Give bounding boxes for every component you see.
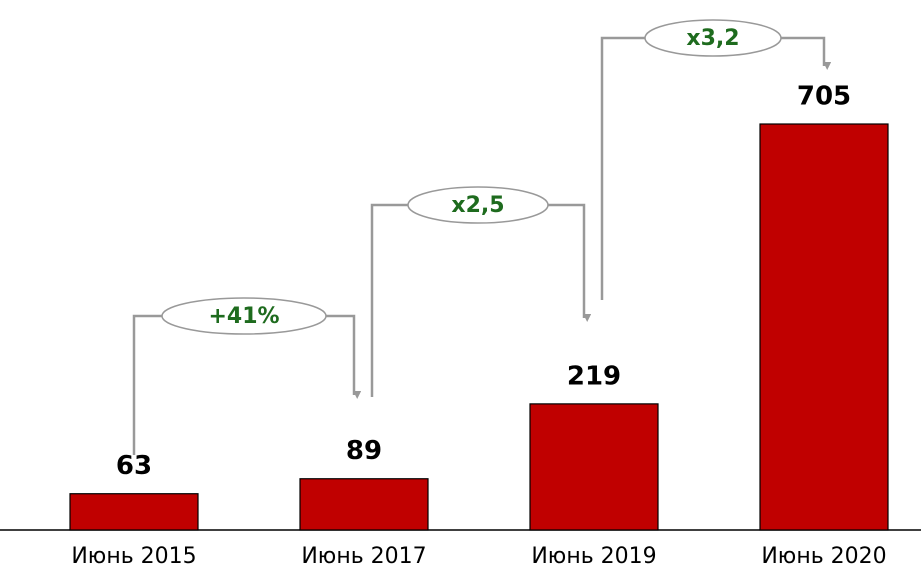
bar <box>299 478 429 531</box>
value-label: 219 <box>567 361 621 391</box>
bar <box>529 403 659 531</box>
bar <box>69 493 199 531</box>
connector <box>132 314 362 455</box>
annotation-bubble <box>161 297 327 335</box>
bar <box>759 123 889 531</box>
annotation-bubble <box>407 186 549 224</box>
x-tick-label: Июнь 2015 <box>71 544 196 569</box>
x-tick-label: Июнь 2017 <box>301 544 426 569</box>
value-label: 89 <box>346 436 382 466</box>
x-tick-label: Июнь 2020 <box>761 544 886 569</box>
x-tick-label: Июнь 2019 <box>531 544 656 569</box>
value-label: 63 <box>116 451 152 481</box>
value-label: 705 <box>797 82 851 112</box>
annotation-bubble <box>644 19 782 57</box>
annotation: x3,2 <box>686 26 739 51</box>
annotation: x2,5 <box>451 193 504 218</box>
annotation: +41% <box>208 304 279 329</box>
connector <box>370 203 592 397</box>
